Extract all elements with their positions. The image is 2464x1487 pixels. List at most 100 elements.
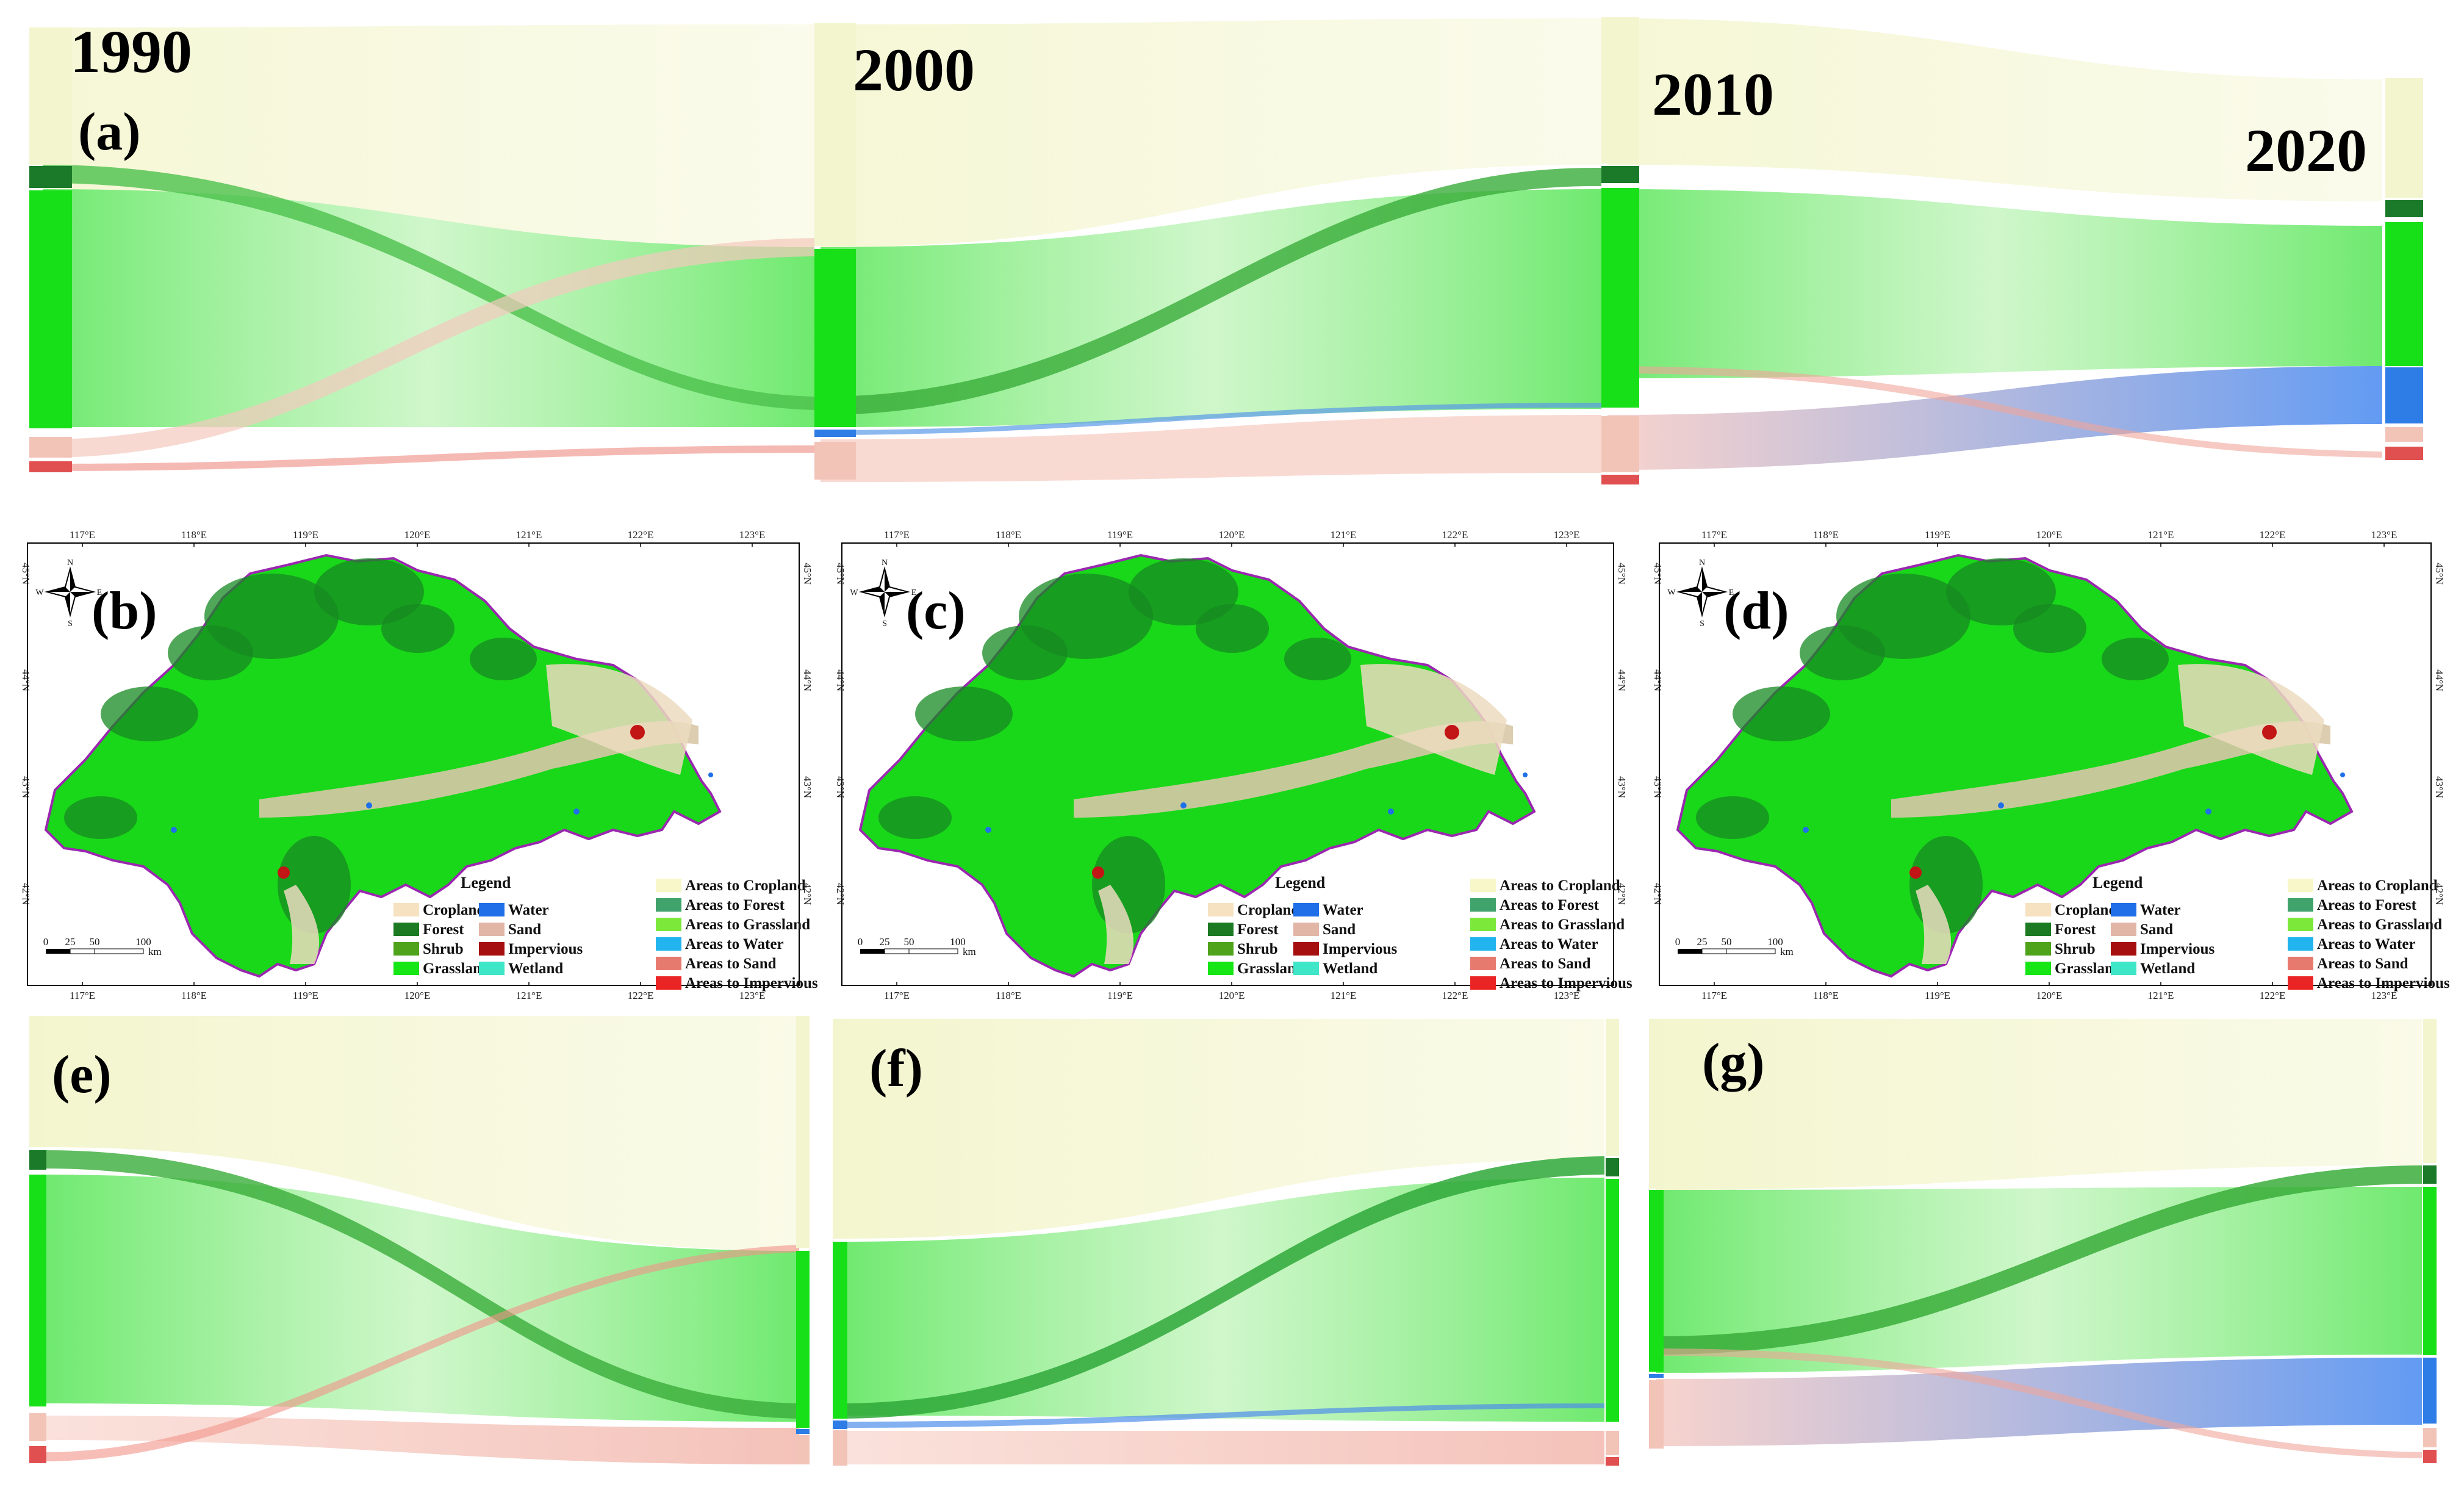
map-panels: 117°E 117°E 118°E 118°E 119°E 119°E 120°E 120°E…	[20, 529, 2450, 1001]
node-forest-2020	[2385, 200, 2423, 217]
node-impervious-end	[1606, 1457, 1619, 1466]
scale-tick-label: 25	[880, 936, 890, 948]
impervious-patch	[278, 866, 290, 879]
legend-item: Shrub	[393, 941, 464, 957]
node-cropland-start	[29, 1016, 46, 1147]
cropland-area	[546, 664, 692, 775]
node-water-2020	[2385, 367, 2423, 423]
lon-tick-label: 123°E	[739, 990, 766, 1001]
forest-patch	[2013, 604, 2086, 653]
node-impervious-end	[2423, 1450, 2437, 1463]
legend-item: Areas to Sand	[1470, 956, 1591, 972]
compass-letter: E	[911, 588, 917, 597]
node-sand-start	[1649, 1380, 1664, 1449]
node-sand-end	[1606, 1431, 1619, 1455]
water-patch	[1998, 802, 2004, 808]
lon-tick-label: 122°E	[1442, 529, 1468, 541]
legend-item: Areas to Sand	[2288, 956, 2408, 972]
legend-swatch	[1208, 942, 1234, 956]
legend-label: Water	[2140, 902, 2181, 918]
legend-swatch	[656, 976, 681, 990]
cropland-band	[1891, 721, 2330, 818]
legend-swatch	[1470, 879, 1496, 892]
lon-tick-label: 122°E	[628, 529, 654, 541]
flow-sand	[839, 1431, 1604, 1464]
legend-item: Areas to Impervious	[1470, 975, 1632, 992]
node-grassland-start	[833, 1242, 847, 1419]
legend-swatch	[393, 942, 419, 956]
node-grassland-end	[1606, 1179, 1619, 1422]
node-water-start	[1649, 1374, 1664, 1378]
scale-unit: km	[1780, 946, 1794, 957]
water-patch	[1523, 772, 1528, 777]
panel-label: (b)	[92, 581, 157, 641]
legend-label: Areas to Cropland	[685, 877, 806, 894]
node-grassland-start	[29, 1175, 46, 1406]
lon-tick-label: 123°E	[2371, 529, 2398, 541]
forest-patch	[1696, 796, 1769, 839]
node-forest-end	[2423, 1165, 2437, 1184]
node-cropland-2010	[1601, 17, 1639, 164]
compass-letter: S	[68, 619, 73, 628]
scale-tick-label: 50	[904, 936, 914, 948]
compass-icon: N S E W	[35, 558, 102, 628]
lon-tick-label: 120°E	[404, 990, 431, 1001]
forest-patch	[915, 686, 1013, 741]
lon-tick-label: 118°E	[181, 529, 207, 541]
flow-cropland	[821, 18, 1601, 247]
legend-item: Areas to Water	[1470, 936, 1598, 952]
node-sand-2000	[814, 442, 856, 480]
legend-label: Cropland	[2055, 902, 2117, 918]
legend-item: Areas to Forest	[2288, 897, 2417, 913]
lon-tick-label: 120°E	[404, 529, 431, 541]
panel-label-a: (a)	[78, 103, 141, 162]
lon-tick-label: 120°E	[2036, 529, 2063, 541]
node-grassland-end	[796, 1251, 810, 1428]
lat-tick-label: 44°N	[1616, 669, 1628, 691]
legend-swatch	[1470, 976, 1496, 990]
legend-label: Wetland	[1323, 960, 1377, 977]
lon-tick-label: 119°E	[1107, 529, 1133, 541]
legend-label: Areas to Water	[685, 936, 784, 952]
compass-icon: N S E W	[850, 558, 916, 628]
node-grassland-start	[1649, 1190, 1664, 1372]
lat-tick-label: 42°N	[802, 883, 813, 905]
node-forest-end	[1606, 1158, 1619, 1176]
sankey-bottom: (e) (f)	[29, 1016, 2437, 1466]
lon-tick-label: 121°E	[1331, 990, 1357, 1001]
lon-tick-label: 121°E	[2148, 990, 2174, 1001]
forest-patch	[982, 625, 1068, 680]
legend-item: Water	[479, 902, 549, 918]
flow-forest	[839, 1156, 1604, 1419]
legend-swatch	[2111, 962, 2136, 975]
lat-tick-label: 43°N	[2433, 776, 2445, 798]
legend-label: Sand	[508, 921, 541, 938]
year-label-2000: 2000	[853, 36, 975, 104]
scale-tick-label: 50	[90, 936, 100, 948]
forest-patch	[470, 638, 537, 680]
legend-item: Areas to Sand	[656, 956, 777, 972]
sankey-panel-g: (g)	[1649, 1019, 2437, 1463]
lat-tick-label: 44°N	[835, 669, 846, 691]
legend-label: Areas to Water	[2317, 936, 2416, 952]
legend-item: Areas to Forest	[656, 897, 785, 913]
cropland-band	[259, 721, 699, 818]
legend-item: Grassland	[393, 960, 490, 977]
flow-sand	[43, 1416, 799, 1464]
compass-letter: N	[1699, 558, 1705, 567]
legend-swatch	[2111, 923, 2136, 936]
legend-item: Areas to Impervious	[656, 975, 818, 992]
legend-label: Impervious	[508, 941, 583, 957]
water-patch	[1803, 827, 1809, 833]
legend-label: Areas to Sand	[2317, 956, 2408, 972]
sankey-panel-f: (f)	[833, 1019, 1619, 1466]
forest-patch	[2102, 638, 2169, 680]
legend-label: Areas to Grassland	[685, 916, 810, 933]
impervious-patch	[1909, 866, 1922, 879]
lat-tick-label: 44°N	[802, 669, 813, 691]
map-panel: 117°E 117°E 118°E 118°E 119°E 119°E 120°E 120°E…	[1652, 529, 2450, 1001]
node-grassland-2010	[1601, 188, 1639, 408]
flow-grassland	[821, 189, 1601, 427]
